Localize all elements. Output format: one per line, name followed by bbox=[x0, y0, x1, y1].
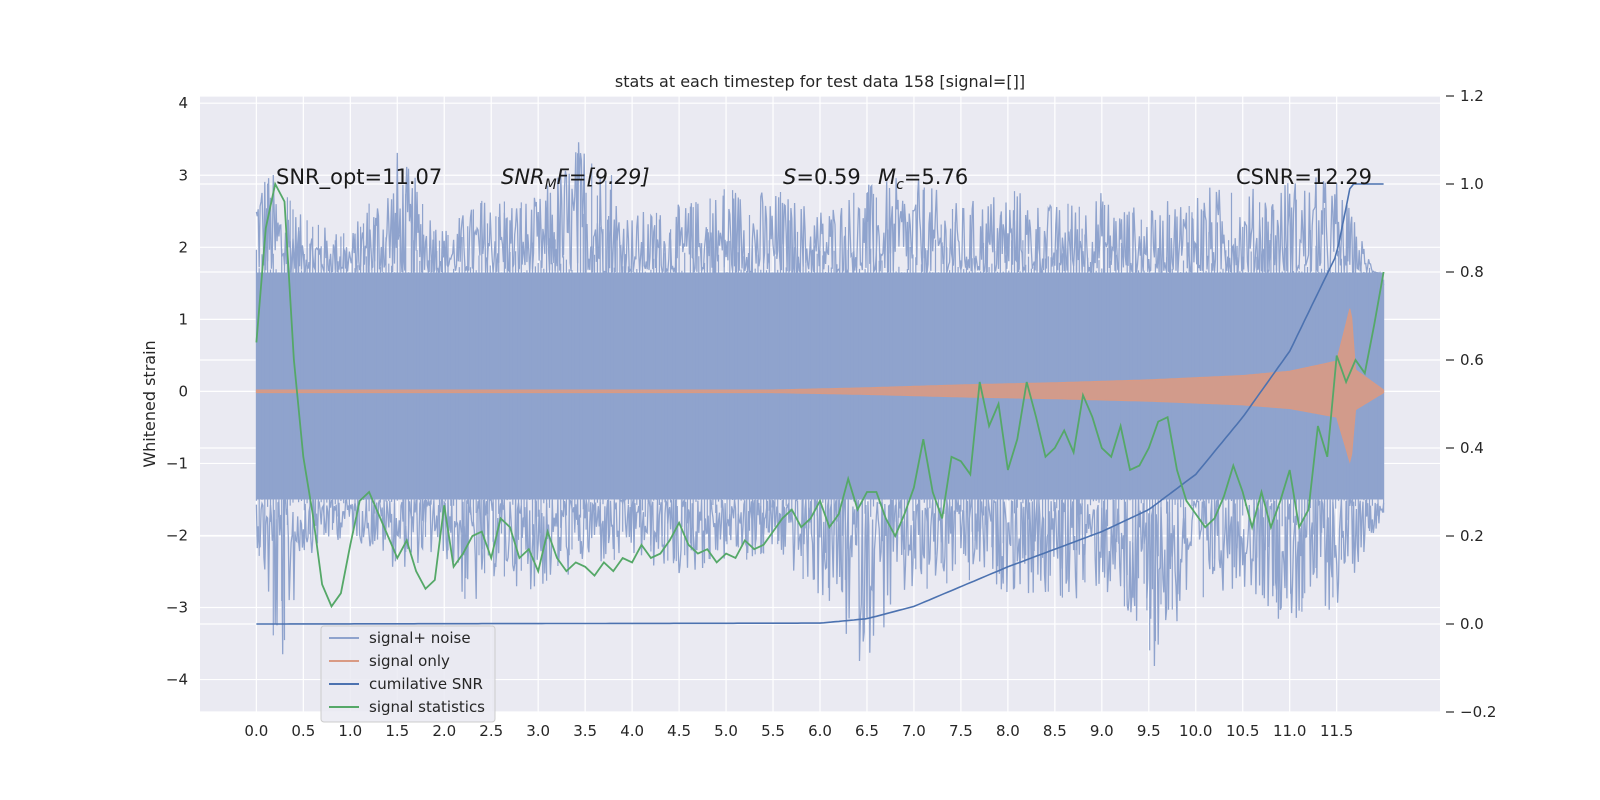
y2-tick-label: 0.6 bbox=[1460, 351, 1484, 369]
x-tick-label: 2.5 bbox=[479, 722, 503, 740]
y-tick-label: 4 bbox=[178, 94, 188, 112]
y-tick-label: −4 bbox=[166, 671, 188, 689]
annotation-s: S=0.59 bbox=[783, 165, 861, 189]
legend-label-cumulative-snr: cumilative SNR bbox=[369, 675, 483, 693]
x-tick-label: 8.5 bbox=[1043, 722, 1067, 740]
x-tick-label: 8.0 bbox=[996, 722, 1020, 740]
x-tick-label: 11.5 bbox=[1320, 722, 1353, 740]
annotations: SNR_opt=11.07 SNRMF=[9.29] S=0.59 Mc=5.7… bbox=[276, 165, 1372, 193]
annotation-csnr: CSNR=12.29 bbox=[1236, 165, 1372, 189]
y-tick-label: −2 bbox=[166, 526, 188, 544]
x-tick-label: 5.5 bbox=[761, 722, 785, 740]
noise-upper-spikes bbox=[255, 142, 1385, 286]
legend-box bbox=[320, 625, 496, 723]
legend-label-signal-statistics: signal statistics bbox=[369, 698, 485, 716]
x-tick-label: 2.0 bbox=[432, 722, 456, 740]
x-tick-label: 3.0 bbox=[526, 722, 550, 740]
x-tick-label: 5.0 bbox=[714, 722, 738, 740]
x-tick-label: 6.0 bbox=[808, 722, 832, 740]
y-tick-label: 1 bbox=[178, 310, 188, 328]
y2-axis-ticks: 1.2 1.0 0.8 0.6 0.4 0.2 0.0 −0.2 bbox=[1446, 87, 1496, 721]
x-tick-label: 0.0 bbox=[244, 722, 268, 740]
x-tick-label: 11.0 bbox=[1273, 722, 1306, 740]
x-tick-label: 10.0 bbox=[1179, 722, 1212, 740]
y2-tick-label: −0.2 bbox=[1460, 703, 1496, 721]
y2-tick-label: 1.0 bbox=[1460, 175, 1484, 193]
y-tick-label: 0 bbox=[178, 382, 188, 400]
y-tick-label: 2 bbox=[178, 238, 188, 256]
legend: signal+ noise signal only cumilative SNR… bbox=[320, 625, 496, 723]
y-axis-ticks: 4 3 2 1 0 −1 −2 −3 −4 bbox=[166, 94, 188, 688]
series-signal-statistics bbox=[255, 181, 1385, 609]
x-tick-label: 9.0 bbox=[1090, 722, 1114, 740]
y-tick-label: 3 bbox=[178, 166, 188, 184]
y-tick-label: −1 bbox=[166, 454, 188, 472]
y-axis-label: Whitened strain bbox=[140, 340, 159, 467]
series-signal-only bbox=[255, 308, 1385, 464]
y2-tick-label: 1.2 bbox=[1460, 87, 1484, 105]
x-tick-label: 0.5 bbox=[291, 722, 315, 740]
x-tick-label: 4.5 bbox=[667, 722, 691, 740]
x-tick-label: 7.5 bbox=[949, 722, 973, 740]
legend-label-signal-noise: signal+ noise bbox=[369, 629, 471, 647]
signal-envelope bbox=[255, 308, 1385, 464]
x-tick-label: 9.5 bbox=[1137, 722, 1161, 740]
y2-tick-label: 0.8 bbox=[1460, 263, 1484, 281]
y2-tick-label: 0.0 bbox=[1460, 615, 1484, 633]
annotation-snr-mf: SNRMF=[9.29] bbox=[501, 165, 650, 193]
series-cumulative-snr bbox=[256, 183, 1384, 625]
x-tick-label: 3.5 bbox=[573, 722, 597, 740]
x-tick-label: 4.0 bbox=[620, 722, 644, 740]
chart-title: stats at each timestep for test data 158… bbox=[615, 72, 1025, 91]
x-tick-label: 7.0 bbox=[902, 722, 926, 740]
x-tick-label: 1.0 bbox=[338, 722, 362, 740]
x-tick-label: 1.5 bbox=[385, 722, 409, 740]
y2-tick-label: 0.4 bbox=[1460, 439, 1484, 457]
x-axis-ticks: 0.0 0.5 1.0 1.5 2.0 2.5 3.0 3.5 4.0 4.5 5.0 5.5 6.0 6… bbox=[244, 722, 1353, 740]
x-tick-label: 10.5 bbox=[1226, 722, 1259, 740]
annotation-snr-opt: SNR_opt=11.07 bbox=[276, 165, 442, 190]
y-tick-label: −3 bbox=[166, 599, 188, 617]
x-tick-label: 6.5 bbox=[855, 722, 879, 740]
annotation-mc: Mc=5.76 bbox=[878, 165, 968, 193]
legend-label-signal-only: signal only bbox=[369, 652, 450, 670]
y2-tick-label: 0.2 bbox=[1460, 527, 1484, 545]
